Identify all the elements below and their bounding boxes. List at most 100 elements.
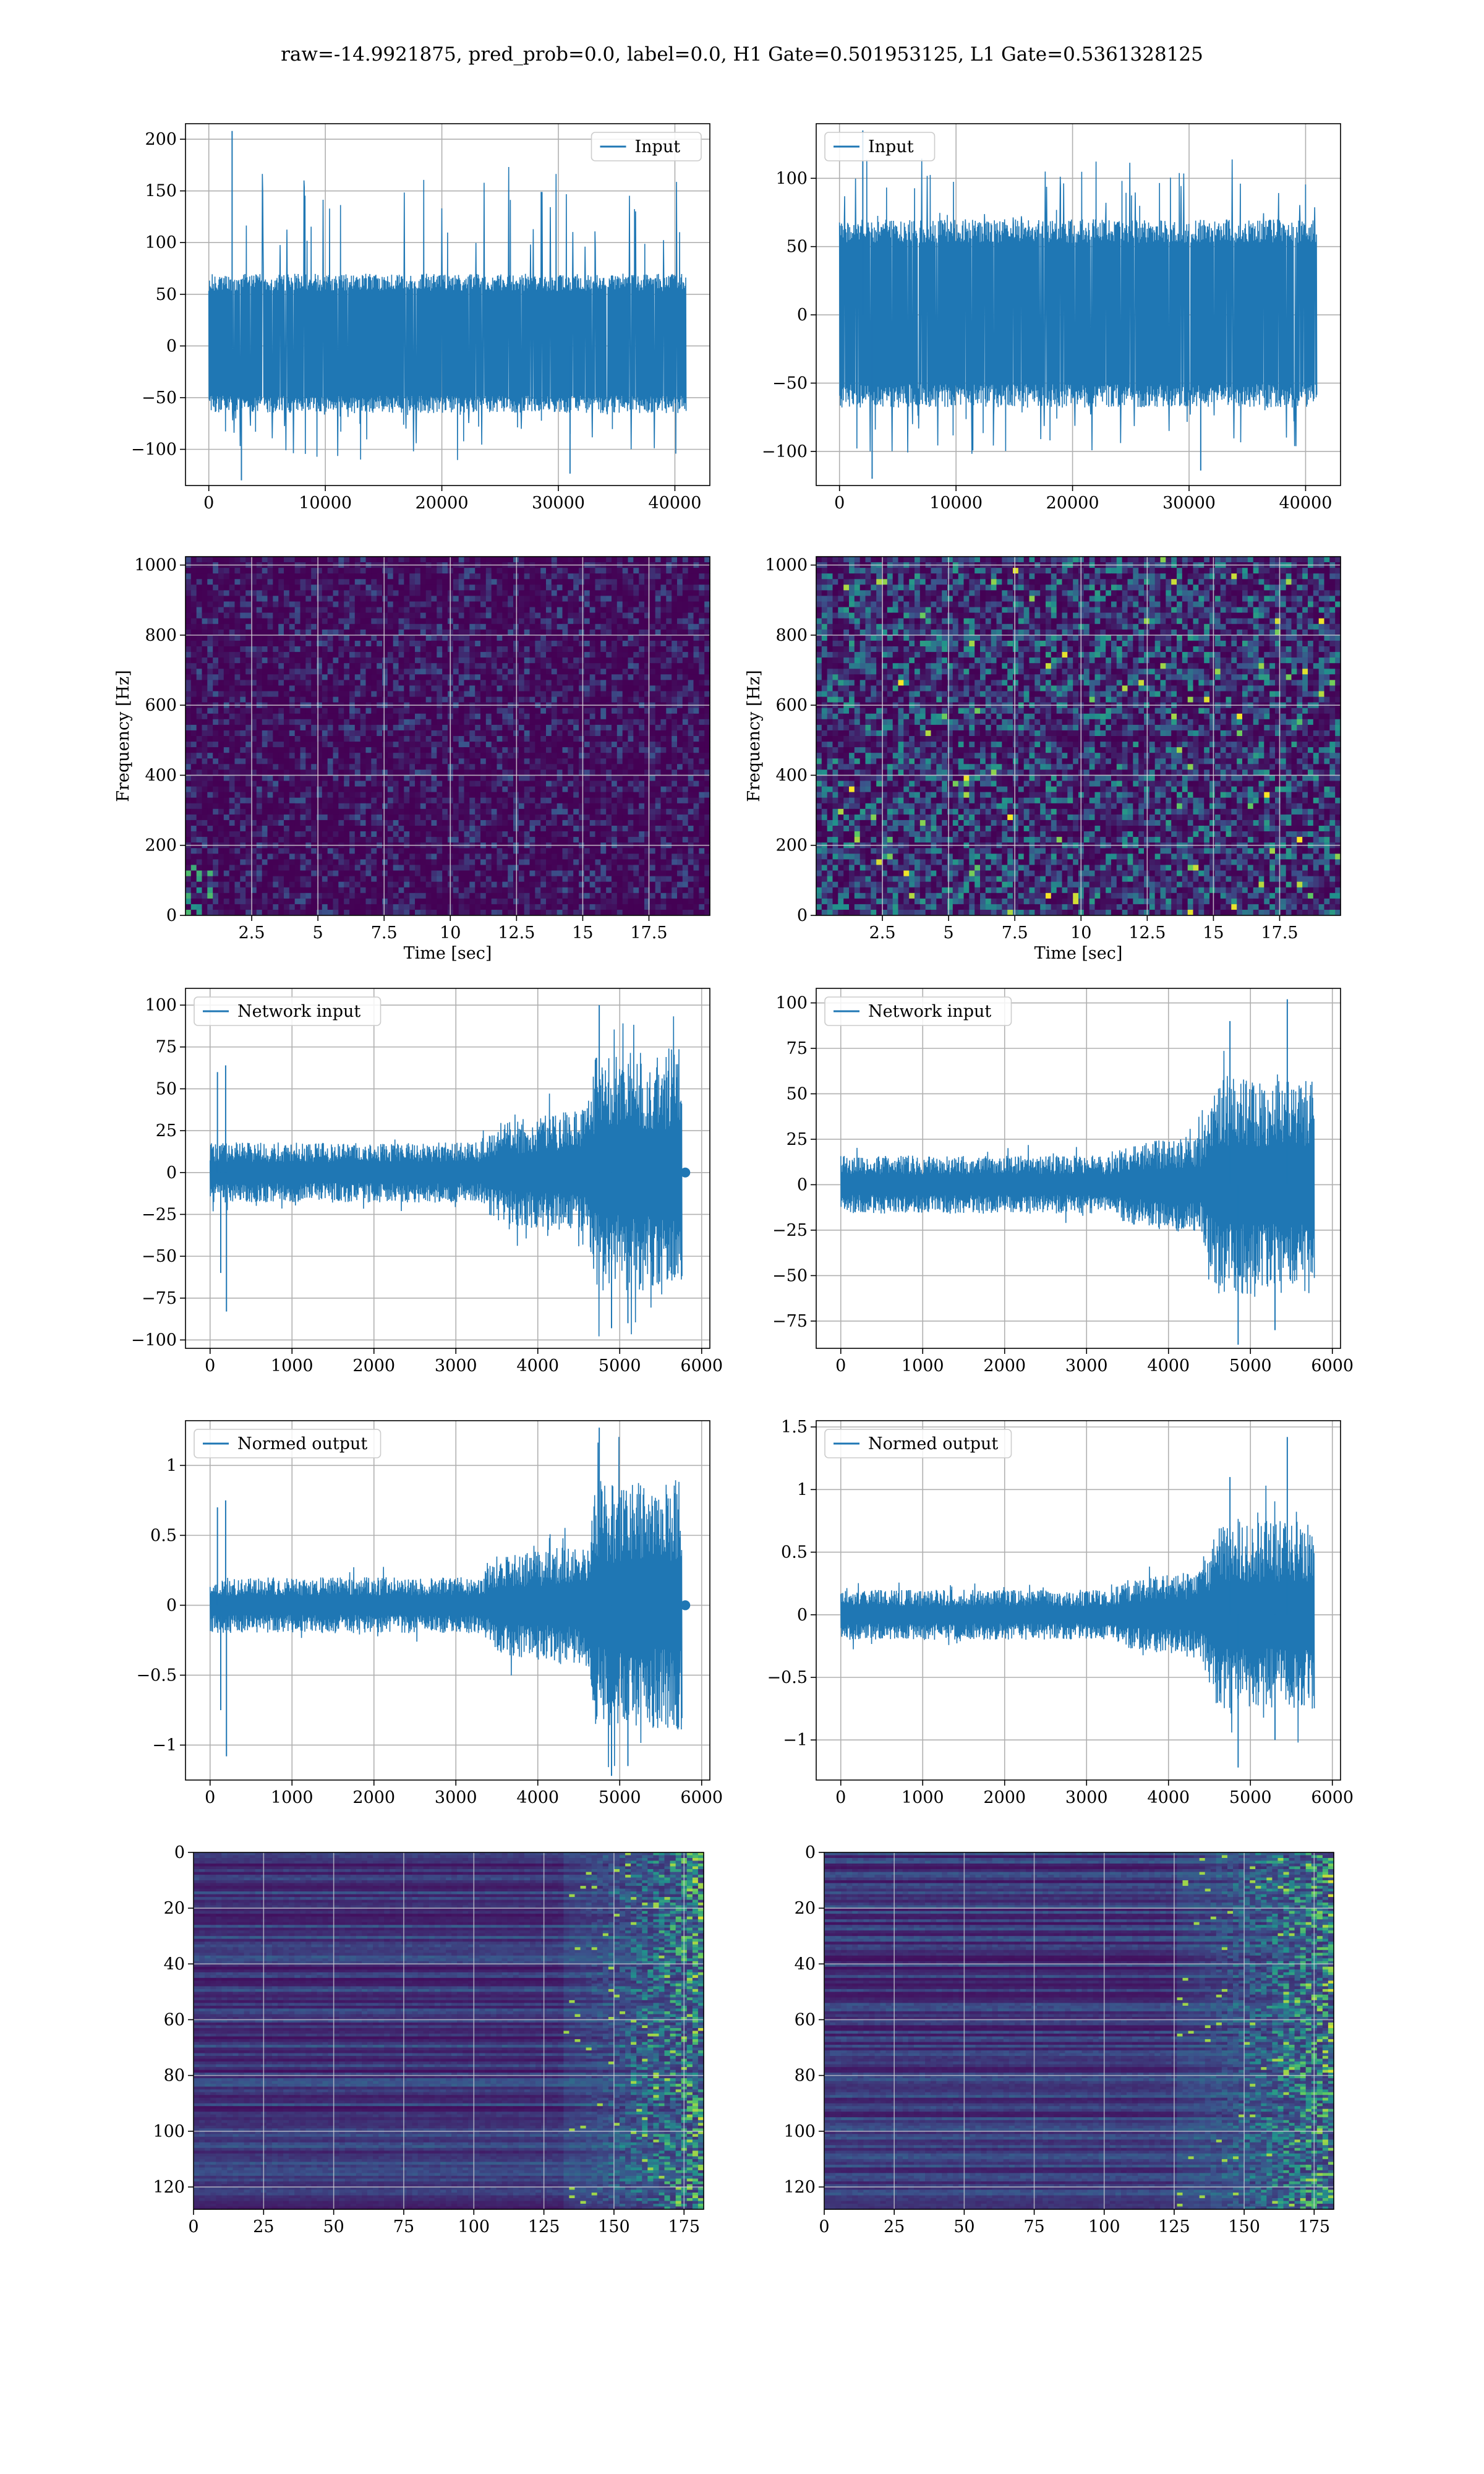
heatmap-cell [453, 652, 459, 658]
heatmap-cell [649, 674, 656, 680]
heatmap-cell [196, 623, 203, 630]
legend-label: Input [635, 137, 681, 156]
heatmap-cell [480, 590, 487, 597]
heatmap-cell [409, 696, 416, 703]
heatmap-cell [213, 590, 219, 597]
heatmap-cell [267, 685, 273, 692]
heatmap-cell [508, 708, 514, 714]
heatmap-cell [202, 753, 208, 759]
heatmap-cell [546, 831, 552, 837]
heatmap-cell [535, 579, 541, 585]
heatmap-cell [666, 557, 672, 563]
heatmap-cell [458, 685, 465, 692]
heatmap-cell [568, 808, 574, 815]
heatmap-cell [573, 623, 579, 630]
heatmap-cell [240, 573, 246, 580]
heatmap-cell [360, 719, 367, 726]
heatmap-cell [218, 797, 224, 804]
heatmap-cell [327, 820, 334, 826]
heatmap-cell [551, 708, 558, 714]
heatmap-cell [240, 803, 246, 810]
heatmap-cell [420, 736, 427, 742]
heatmap-cell [190, 601, 197, 608]
heatmap-cell [475, 691, 481, 698]
heatmap-cell [464, 596, 470, 602]
heatmap-cell [464, 792, 470, 798]
heatmap-cell [289, 837, 296, 843]
heatmap-cell [579, 719, 585, 726]
heatmap-cell [387, 674, 394, 680]
heatmap-cell [349, 747, 356, 753]
heatmap-cell [639, 826, 645, 832]
heatmap-cell [223, 663, 230, 669]
heatmap-cell [616, 820, 623, 826]
heatmap-cell [311, 584, 317, 591]
heatmap-cell [311, 730, 317, 737]
heatmap-cell [518, 590, 525, 597]
heatmap-cell [213, 792, 219, 798]
heatmap-cell [311, 797, 317, 804]
heatmap-cell [688, 584, 694, 591]
heatmap-cell [649, 663, 656, 669]
heatmap-cell [568, 607, 574, 614]
heatmap-cell [672, 753, 678, 759]
heatmap-cell [371, 623, 377, 630]
heatmap-cell [469, 758, 475, 764]
heatmap-cell [437, 719, 443, 726]
heatmap-cell [186, 792, 192, 798]
heatmap-cell [579, 803, 585, 810]
heatmap-cell [480, 568, 487, 574]
heatmap-cell [556, 758, 563, 764]
heatmap-cell [398, 652, 404, 658]
heatmap-cell [551, 557, 558, 563]
heatmap-cell [234, 713, 241, 720]
heatmap-cell [377, 691, 383, 698]
heatmap-cell [475, 663, 481, 669]
heatmap-cell [300, 629, 306, 636]
heatmap-cell [311, 635, 317, 641]
heatmap-cell [333, 601, 339, 608]
heatmap-cell [458, 584, 465, 591]
heatmap-cell [469, 601, 475, 608]
heatmap-cell [502, 652, 508, 658]
heatmap-cell [584, 764, 591, 770]
heatmap-cell [628, 680, 634, 687]
heatmap-cell [612, 747, 618, 753]
heatmap-cell [649, 797, 656, 804]
heatmap-cell [666, 635, 672, 641]
heatmap-cell [502, 764, 508, 770]
heatmap-cell [551, 623, 558, 630]
heatmap-cell [223, 612, 230, 619]
heatmap-cell [186, 730, 192, 737]
heatmap-cell [415, 669, 421, 675]
heatmap-cell [535, 573, 541, 580]
heatmap-cell [612, 646, 618, 653]
heatmap-cell [649, 557, 656, 563]
heatmap-cell [502, 691, 508, 698]
heatmap-cell [584, 601, 591, 608]
heatmap-cell [218, 837, 224, 843]
heatmap-cell [218, 601, 224, 608]
heatmap-cell [284, 764, 290, 770]
heatmap-cell [305, 696, 312, 703]
heatmap-cell [579, 680, 585, 687]
heatmap-cell [660, 831, 667, 837]
heatmap-cell [333, 730, 339, 737]
y-tick-label: 0 [166, 336, 177, 356]
heatmap-cell [508, 669, 514, 675]
heatmap-cell [409, 724, 416, 731]
heatmap-cell [322, 607, 328, 614]
heatmap-cell [633, 618, 639, 625]
heatmap-cell [360, 612, 367, 619]
heatmap-cell [327, 797, 334, 804]
heatmap-cell [655, 590, 662, 597]
heatmap-cell [677, 724, 683, 731]
heatmap-cell [207, 596, 213, 602]
heatmap-cell [655, 736, 662, 742]
heatmap-cell [562, 663, 568, 669]
heatmap-cell [485, 590, 492, 597]
heatmap-cell [382, 557, 388, 563]
heatmap-cell [573, 685, 579, 692]
heatmap-cell [649, 775, 656, 782]
heatmap-cell [606, 781, 612, 787]
